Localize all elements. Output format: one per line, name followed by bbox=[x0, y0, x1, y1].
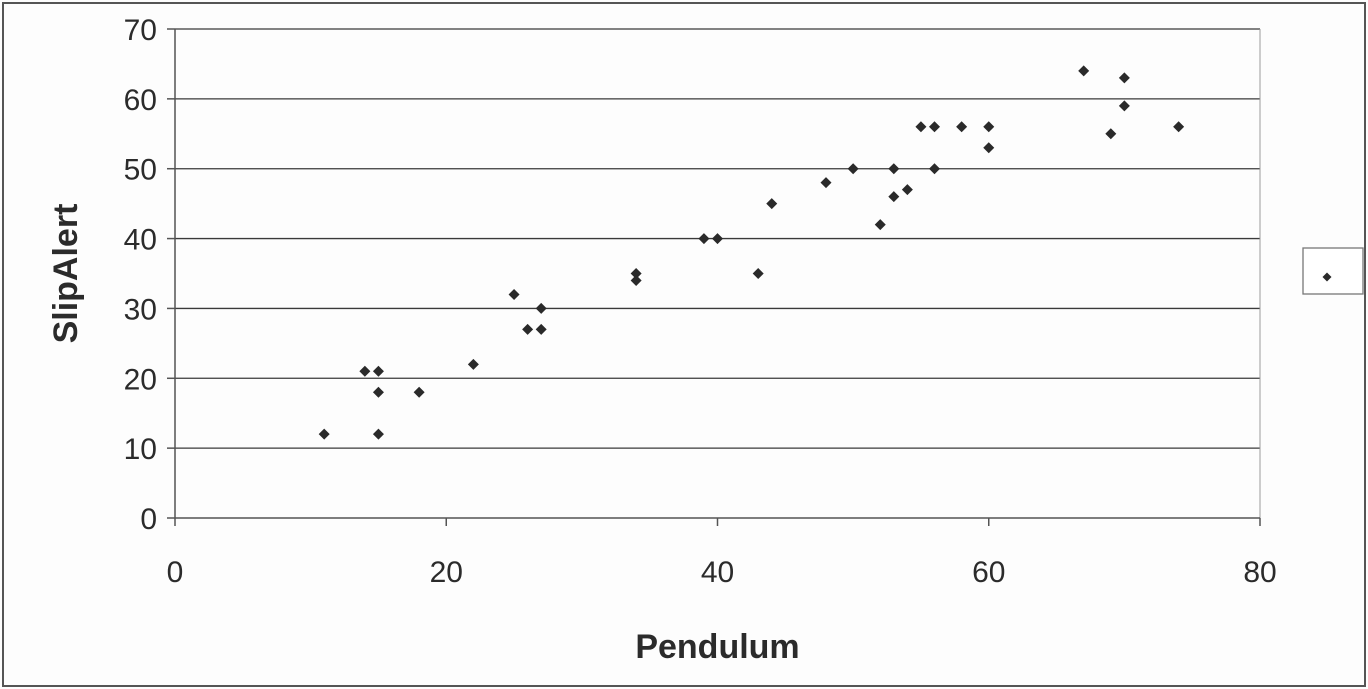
data-point bbox=[535, 323, 547, 335]
data-point bbox=[413, 386, 425, 398]
data-point bbox=[847, 163, 859, 175]
x-tick-label: 20 bbox=[430, 556, 463, 589]
data-point bbox=[915, 121, 927, 133]
data-point bbox=[983, 142, 995, 154]
data-point bbox=[956, 121, 968, 133]
x-tick-label: 40 bbox=[701, 556, 734, 589]
y-tick-label: 0 bbox=[140, 503, 157, 536]
y-tick-label: 30 bbox=[124, 293, 157, 326]
x-tick-label: 0 bbox=[167, 556, 184, 589]
data-point bbox=[467, 358, 479, 370]
data-point bbox=[372, 428, 384, 440]
y-tick-label: 50 bbox=[124, 154, 157, 187]
y-tick-label: 40 bbox=[124, 224, 157, 257]
data-point bbox=[888, 191, 900, 203]
data-point bbox=[901, 184, 913, 196]
data-point bbox=[630, 268, 642, 279]
y-tick-label: 70 bbox=[124, 14, 157, 47]
x-tick-labels: 0 20 40 60 80 bbox=[167, 518, 1277, 589]
data-point bbox=[522, 323, 534, 335]
data-point bbox=[372, 365, 384, 377]
x-tick-label: 80 bbox=[1243, 556, 1276, 589]
data-point bbox=[318, 428, 330, 440]
y-axis-title: SlipAlert bbox=[47, 204, 85, 344]
data-point bbox=[1118, 100, 1130, 112]
data-point bbox=[630, 274, 642, 286]
legend bbox=[1302, 247, 1364, 295]
legend-box bbox=[1302, 247, 1364, 295]
data-point bbox=[983, 121, 995, 133]
data-point bbox=[752, 268, 764, 279]
data-point bbox=[1118, 72, 1130, 84]
x-tick-label: 60 bbox=[972, 556, 1005, 589]
data-point bbox=[535, 302, 547, 314]
data-point bbox=[1078, 65, 1090, 77]
data-point bbox=[1105, 128, 1117, 140]
data-point bbox=[372, 386, 384, 398]
y-tick-label: 10 bbox=[124, 433, 157, 466]
y-tick-label: 60 bbox=[124, 84, 157, 117]
data-point bbox=[888, 163, 900, 175]
y-tick-label: 20 bbox=[124, 363, 157, 396]
data-point bbox=[929, 121, 940, 133]
data-point bbox=[874, 219, 886, 231]
data-point bbox=[359, 365, 371, 377]
gridlines bbox=[175, 28, 1261, 518]
legend-marker bbox=[1322, 272, 1332, 282]
data-points bbox=[318, 65, 1185, 440]
y-tick-labels: 0 10 20 30 40 50 60 70 bbox=[124, 14, 175, 536]
data-point bbox=[698, 233, 710, 245]
x-axis-title: Pendulum bbox=[635, 628, 799, 666]
data-point bbox=[1173, 121, 1185, 133]
data-point bbox=[508, 288, 520, 300]
data-point bbox=[929, 163, 940, 175]
data-point bbox=[712, 233, 723, 245]
data-point bbox=[820, 177, 832, 189]
data-point bbox=[766, 198, 778, 210]
